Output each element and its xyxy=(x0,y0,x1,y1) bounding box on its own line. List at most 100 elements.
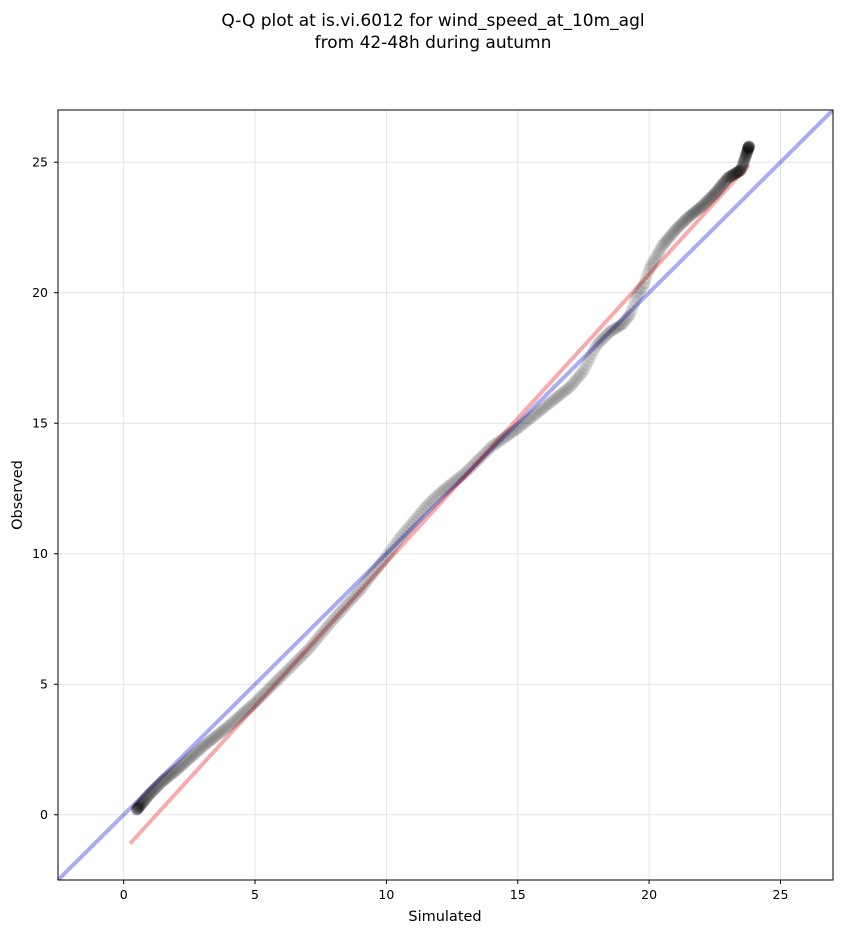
qq-point xyxy=(660,234,673,247)
qq-point xyxy=(248,696,261,709)
qq-point xyxy=(742,140,755,153)
qq-point xyxy=(668,224,681,237)
qq-point xyxy=(719,174,732,187)
qq-point xyxy=(324,617,337,630)
qq-point xyxy=(595,334,608,347)
qq-point xyxy=(361,575,374,588)
qq-point xyxy=(302,642,315,655)
qq-point xyxy=(680,213,693,226)
qq-point xyxy=(714,180,727,193)
qq-point xyxy=(304,640,317,653)
qq-point xyxy=(732,165,745,178)
chart-title-line-2: from 42-48h during autumn xyxy=(315,33,552,53)
qq-point xyxy=(699,196,712,209)
qq-point xyxy=(730,166,743,179)
qq-point xyxy=(610,321,623,334)
qq-point xyxy=(133,800,146,813)
qq-point xyxy=(700,195,713,208)
qq-point xyxy=(742,140,755,153)
qq-point xyxy=(339,600,352,613)
qq-point xyxy=(693,202,706,215)
qq-point xyxy=(264,681,277,694)
qq-point xyxy=(151,780,164,793)
qq-point xyxy=(589,340,602,353)
qq-point xyxy=(736,160,749,173)
qq-point xyxy=(728,167,741,180)
qq-point xyxy=(315,627,328,640)
qq-point xyxy=(741,144,754,157)
qq-point xyxy=(739,151,752,164)
qq-point xyxy=(600,329,613,342)
qq-point xyxy=(698,197,711,210)
qq-point xyxy=(199,738,212,751)
trend-lines xyxy=(58,110,833,880)
qq-point xyxy=(175,759,188,772)
qq-point xyxy=(636,280,649,293)
qq-point xyxy=(165,767,178,780)
qq-point xyxy=(365,569,378,582)
qq-point xyxy=(582,355,595,368)
qq-point xyxy=(734,164,747,177)
qq-point xyxy=(280,665,293,678)
qq-point xyxy=(180,754,193,767)
qq-point xyxy=(706,189,719,202)
qq-point xyxy=(661,232,674,245)
qq-point xyxy=(647,255,660,268)
qq-point xyxy=(737,155,750,168)
qq-point xyxy=(149,782,162,795)
qq-point xyxy=(133,800,146,813)
qq-point xyxy=(521,414,534,427)
qq-point xyxy=(136,796,149,809)
qq-point xyxy=(537,401,550,414)
qq-point xyxy=(740,147,753,160)
qq-point xyxy=(387,540,400,553)
qq-point xyxy=(233,710,246,723)
qq-point xyxy=(670,223,683,236)
y-tick-label: 25 xyxy=(32,155,48,170)
qq-point xyxy=(702,193,715,206)
qq-point xyxy=(278,667,291,680)
qq-point xyxy=(385,543,398,556)
qq-point xyxy=(509,424,522,437)
x-tick-label: 15 xyxy=(510,887,526,902)
qq-point xyxy=(146,785,159,798)
qq-point xyxy=(559,384,572,397)
qq-point xyxy=(539,400,552,413)
qq-point xyxy=(400,523,413,536)
qq-point xyxy=(418,502,431,515)
qq-point xyxy=(602,327,615,340)
qq-point xyxy=(226,716,239,729)
qq-point xyxy=(708,188,721,201)
qq-point xyxy=(444,478,457,491)
qq-point xyxy=(378,552,391,565)
qq-point xyxy=(735,161,748,174)
qq-point xyxy=(672,220,685,233)
qq-point xyxy=(628,294,641,307)
qq-point xyxy=(663,231,676,244)
qq-point xyxy=(389,537,402,550)
qq-point xyxy=(513,421,526,434)
qq-point xyxy=(309,635,322,648)
qq-point xyxy=(740,146,753,159)
qq-point xyxy=(132,801,145,814)
x-axis-label: Simulated xyxy=(408,909,481,925)
qq-point xyxy=(735,163,748,176)
qq-point xyxy=(682,210,695,223)
qq-point xyxy=(143,788,156,801)
y-axis-label: Observed xyxy=(10,460,26,530)
qq-point xyxy=(633,285,646,298)
qq-point xyxy=(354,583,367,596)
qq-point xyxy=(147,784,160,797)
qq-point xyxy=(135,797,148,810)
qq-point xyxy=(286,659,299,672)
qq-point xyxy=(551,390,564,403)
y-tick-label: 10 xyxy=(32,546,48,561)
qq-point xyxy=(535,403,548,416)
qq-point xyxy=(468,457,481,470)
qq-point xyxy=(244,700,257,713)
qq-point xyxy=(598,330,611,343)
qq-point xyxy=(425,495,438,508)
qq-point xyxy=(284,661,297,674)
qq-point xyxy=(475,450,488,463)
qq-point xyxy=(311,632,324,645)
